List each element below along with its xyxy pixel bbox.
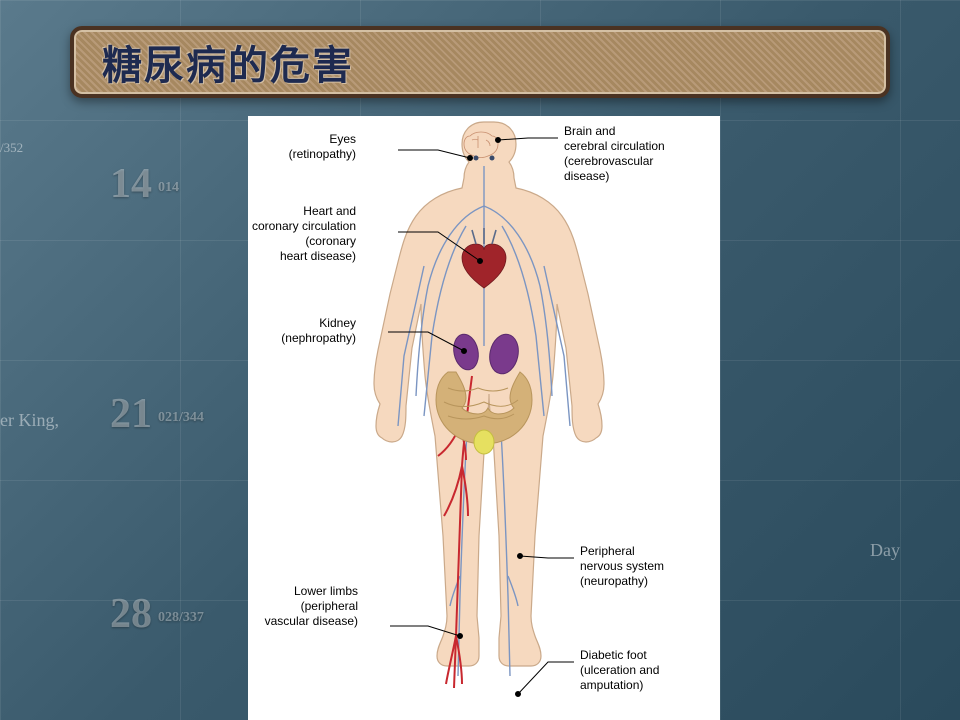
annotation-kidney: Kidney (nephropathy): [281, 316, 356, 346]
body-diagram: Eyes (retinopathy) Brain and cerebral cir…: [248, 116, 720, 720]
annotation-lower-limbs: Lower limbs (peripheral vascular disease…: [265, 584, 358, 629]
bg-num-21: 21021/344: [110, 390, 204, 438]
eye-right: [490, 156, 495, 161]
body-outline: [374, 122, 604, 666]
annotation-pns: Peripheral nervous system (neuropathy): [580, 544, 664, 589]
annotation-foot: Diabetic foot (ulceration and amputation…: [580, 648, 659, 693]
slide: 14014 21021/344 28028/337 er King, /352 …: [0, 0, 960, 720]
bg-label-day: Day: [870, 540, 900, 561]
title-box: 糖尿病的危害: [70, 26, 890, 98]
annotation-brain: Brain and cerebral circulation (cerebrov…: [564, 124, 665, 184]
annotation-eyes: Eyes (retinopathy): [289, 132, 356, 162]
bg-num-14: 14014: [110, 160, 179, 208]
page-title: 糖尿病的危害: [102, 33, 354, 91]
bg-label-352: /352: [0, 140, 23, 156]
leader-foot: [516, 662, 575, 697]
annotation-heart: Heart and coronary circulation (coronary…: [252, 204, 356, 264]
bg-num-28: 28028/337: [110, 590, 204, 638]
leader-eyes: [398, 150, 473, 161]
bladder: [474, 430, 494, 454]
eye-left: [474, 156, 479, 161]
bg-label-king: er King,: [0, 410, 59, 431]
